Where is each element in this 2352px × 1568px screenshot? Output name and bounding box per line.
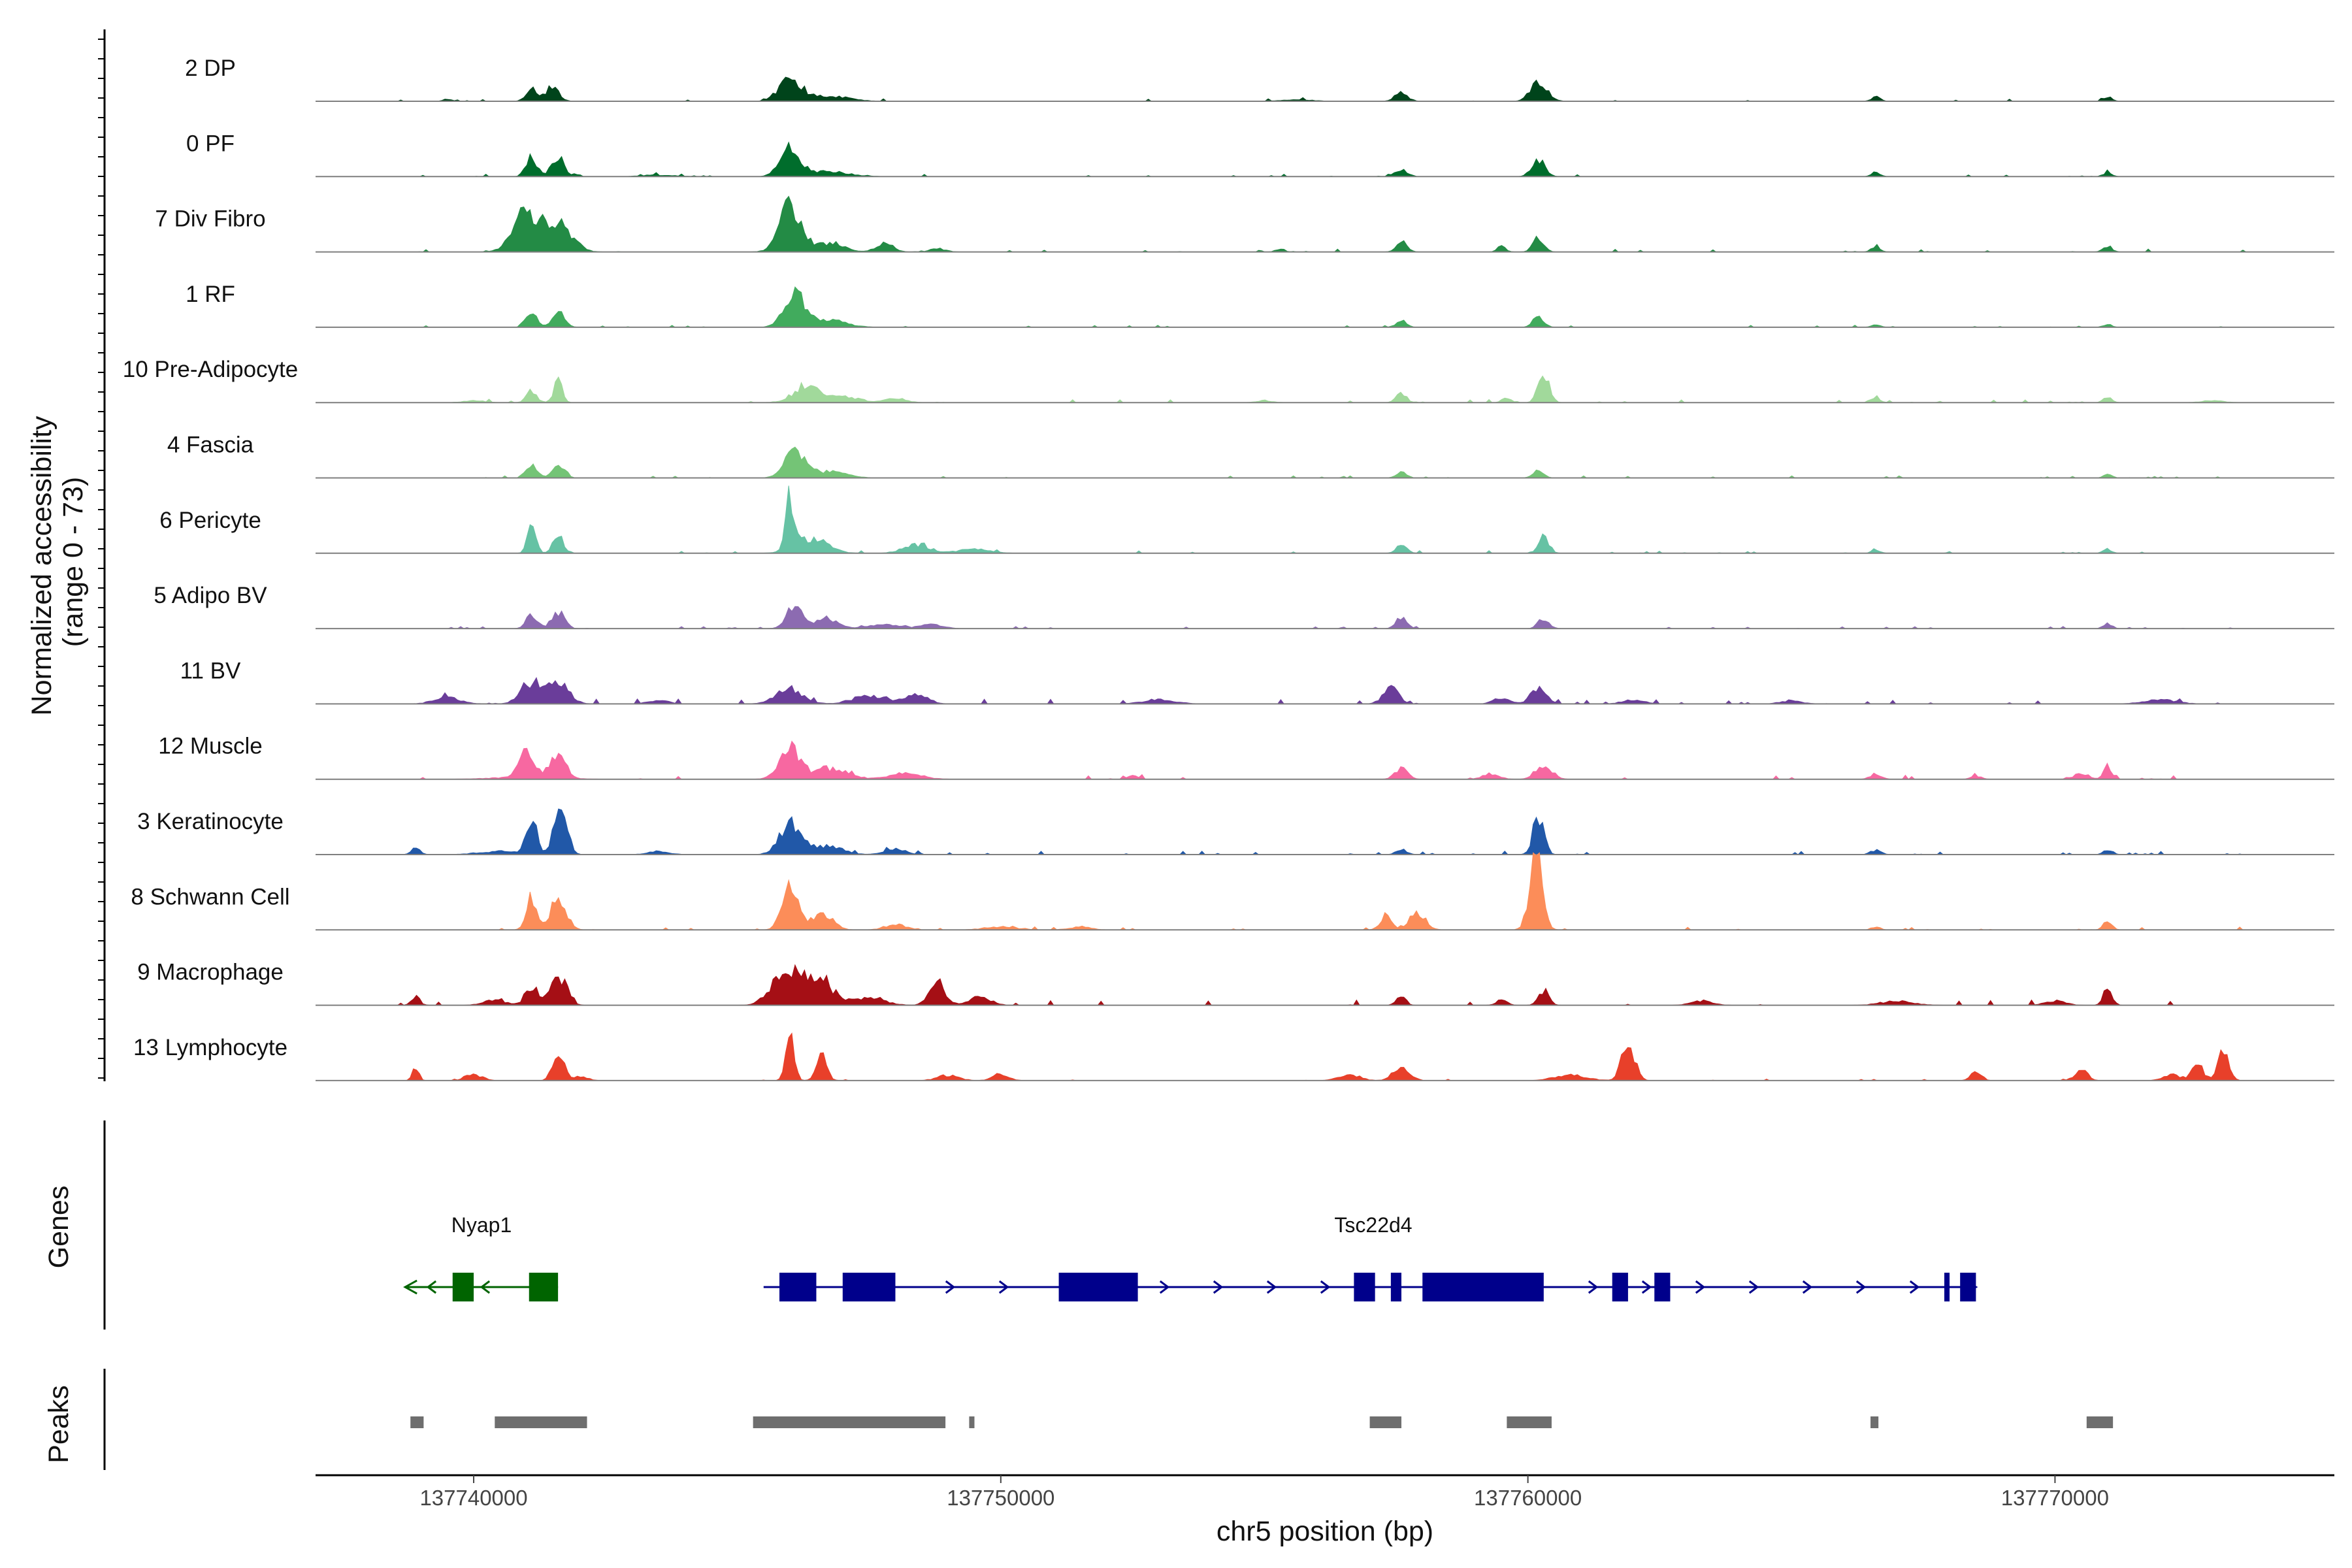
peak-region	[410, 1416, 424, 1428]
exon-block	[529, 1273, 559, 1301]
track-7: 6 Pericyte	[159, 485, 2334, 554]
y-axis-title: Normalized accessibility (range 0 - 73)	[26, 408, 89, 716]
strand-arrow-icon	[945, 1280, 956, 1294]
y-axis-title-line2: (range 0 - 73)	[57, 477, 89, 647]
exon-block	[1422, 1273, 1544, 1301]
x-tick-label: 137760000	[1474, 1486, 1582, 1510]
peaks-panel-label: Peaks	[43, 1385, 74, 1463]
track-label: 4 Fascia	[167, 433, 254, 458]
peak-track	[410, 1416, 2114, 1428]
x-tick-label: 137740000	[419, 1486, 527, 1510]
peak-region	[753, 1416, 946, 1428]
track-label: 13 Lymphocyte	[133, 1035, 287, 1060]
strand-arrow-icon	[1695, 1280, 1706, 1294]
strand-arrow-icon	[480, 1280, 491, 1294]
strand-arrow-icon	[1159, 1280, 1170, 1294]
exon-block	[1960, 1273, 1976, 1301]
strand-arrow-icon	[1909, 1280, 1920, 1294]
strand-arrow-icon	[1266, 1280, 1277, 1294]
exon-block	[779, 1273, 817, 1301]
strand-arrow-icon	[1320, 1280, 1331, 1294]
track-label: 1 RF	[186, 282, 235, 307]
track-label: 8 Schwann Cell	[131, 884, 289, 909]
peak-region	[495, 1416, 587, 1428]
peak-region	[1507, 1416, 1552, 1428]
x-axis: 137740000 137750000 137760000 137770000	[316, 1474, 2334, 1510]
track-label: 3 Keratinocyte	[137, 809, 284, 834]
exon-block	[1354, 1273, 1375, 1301]
track-6: 4 Fascia	[167, 433, 2334, 479]
strand-arrow-icon	[1213, 1280, 1224, 1294]
left-axis	[98, 29, 106, 1470]
exon-block	[1944, 1273, 1950, 1301]
exon-block	[842, 1273, 896, 1301]
track-label: 2 DP	[185, 56, 236, 81]
gene-nyap1: Nyap1	[403, 1213, 559, 1301]
x-tick-label: 137770000	[2001, 1486, 2109, 1510]
track-10: 12 Muscle	[158, 734, 2334, 780]
track-label: 9 Macrophage	[137, 960, 284, 985]
track-label: 12 Muscle	[158, 734, 263, 759]
track-4: 1 RF	[186, 282, 2334, 328]
x-axis-title: chr5 position (bp)	[1217, 1516, 1433, 1547]
strand-arrow-icon	[1855, 1280, 1867, 1294]
strand-arrow-icon	[1641, 1280, 1652, 1294]
exon-block	[1058, 1273, 1138, 1301]
exon-block	[452, 1273, 474, 1301]
exon-block	[1654, 1273, 1671, 1301]
gene-track: Nyap1 Tsc22d4	[403, 1213, 1978, 1301]
track-8: 5 Adipo BV	[154, 583, 2334, 630]
track-label: 11 BV	[180, 658, 241, 683]
track-9: 11 BV	[180, 658, 2334, 705]
gene-name-label: Nyap1	[451, 1213, 512, 1237]
track-label: 7 Div Fibro	[155, 206, 265, 232]
exon-block	[1390, 1273, 1401, 1301]
track-label: 0 PF	[186, 131, 235, 156]
y-axis-title-line1: Normalized accessibility	[26, 416, 57, 715]
strand-arrow-icon	[426, 1280, 437, 1294]
peak-region	[1870, 1416, 1879, 1428]
strand-arrow-icon	[998, 1280, 1009, 1294]
peak-region	[2086, 1416, 2114, 1428]
track-5: 10 Pre-Adipocyte	[123, 357, 2334, 404]
strand-arrow-icon	[1748, 1280, 1759, 1294]
peak-region	[969, 1416, 975, 1428]
strand-arrow-icon	[1802, 1280, 1813, 1294]
peak-region	[1369, 1416, 1401, 1428]
gene-name-label: Tsc22d4	[1334, 1213, 1412, 1237]
track-14: 13 Lymphocyte	[133, 1032, 2334, 1081]
exon-block	[1612, 1273, 1628, 1301]
genes-panel-label: Genes	[43, 1186, 74, 1269]
strand-arrow-icon	[1588, 1280, 1599, 1294]
coverage-tracks: 2 DP 0 PF 7 Div Fibro 1 RF 10 Pre-Adipocyte 4…	[123, 56, 2334, 1081]
track-12: 8 Schwann Cell	[131, 852, 2334, 931]
track-label: 6 Pericyte	[159, 508, 261, 533]
track-3: 7 Div Fibro	[155, 195, 2334, 253]
track-2: 0 PF	[186, 131, 2334, 178]
track-13: 9 Macrophage	[137, 960, 2334, 1006]
track-1: 2 DP	[185, 56, 2334, 102]
gene-tsc22d4: Tsc22d4	[763, 1213, 1978, 1301]
x-tick-label: 137750000	[947, 1486, 1054, 1510]
track-label: 10 Pre-Adipocyte	[123, 357, 298, 382]
track-11: 3 Keratinocyte	[137, 808, 2334, 855]
track-label: 5 Adipo BV	[154, 583, 267, 608]
gene-start-arrow-icon	[403, 1279, 417, 1295]
